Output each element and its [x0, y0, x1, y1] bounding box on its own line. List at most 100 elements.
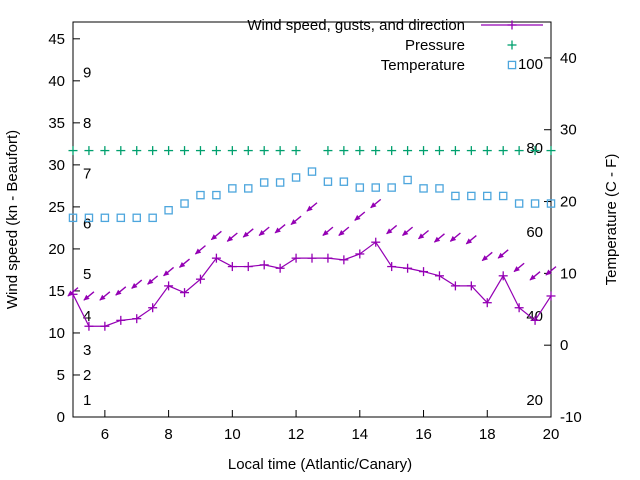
- temperature-point: [196, 190, 205, 200]
- pressure-point: [291, 146, 301, 156]
- temperature-point: [132, 213, 141, 223]
- pressure-point: [164, 146, 174, 156]
- y2-tick-label-2: 10: [560, 265, 577, 282]
- temperature-point: [164, 206, 173, 215]
- gust-direction-arrow: [386, 224, 398, 235]
- pressure-point: [339, 146, 349, 156]
- pressure-point: [180, 146, 190, 156]
- axis-titles: Local time (Atlantic/Canary) Wind speed (…: [4, 130, 620, 473]
- gust-direction-arrow: [194, 245, 206, 255]
- wind-point: [450, 281, 460, 291]
- wind-point: [530, 315, 540, 325]
- y-tick-label-2: 10: [48, 325, 65, 342]
- x-tick-label-6: 18: [479, 426, 496, 443]
- gust-direction-arrow: [354, 211, 366, 221]
- pressure-point: [387, 146, 397, 156]
- beaufort-label-7: 7: [83, 165, 91, 182]
- wind-point: [498, 271, 508, 281]
- gust-direction-arrow: [370, 198, 382, 209]
- temperature-point: [148, 213, 157, 223]
- series-2: [68, 146, 556, 156]
- temperature-point: [100, 213, 110, 223]
- pressure-point: [100, 146, 110, 156]
- inner-scale-labels: 12345678920406080100: [83, 56, 543, 409]
- gust-direction-arrow: [545, 266, 557, 276]
- data-series: [67, 146, 557, 331]
- pressure-point: [84, 146, 94, 156]
- temperature-point: [212, 190, 221, 200]
- pressure-point: [450, 146, 460, 156]
- y2-tick-label-5: 40: [560, 50, 577, 67]
- gust-direction-arrow: [449, 232, 461, 242]
- temperature-point: [514, 199, 524, 208]
- temperature-point: [116, 213, 126, 223]
- wind-point: [291, 253, 301, 263]
- pressure-point: [116, 146, 126, 156]
- wind-point: [419, 267, 429, 277]
- y2-tick-label-4: 30: [560, 122, 577, 139]
- pressure-point: [148, 146, 158, 156]
- wind-point: [211, 253, 221, 263]
- pressure-point: [227, 146, 237, 156]
- temperature-point: [180, 199, 189, 208]
- series-0: [68, 237, 556, 331]
- gust-direction-arrow: [163, 266, 175, 277]
- pressure-point: [546, 146, 556, 156]
- y-tick-label-9: 45: [48, 31, 65, 48]
- temperature-point: [451, 191, 460, 201]
- wind-point: [514, 303, 524, 313]
- temperature-point: [467, 191, 476, 201]
- temperature-point: [339, 177, 349, 186]
- temperature-point: [355, 183, 365, 192]
- wind-point: [323, 253, 333, 263]
- temperature-point: [275, 178, 285, 187]
- temperature-point: [307, 167, 317, 176]
- temperature-point: [419, 184, 428, 193]
- wind-point: [259, 260, 269, 270]
- wind-point: [546, 291, 556, 301]
- beaufort-label-4: 4: [83, 308, 91, 325]
- pressure-point: [371, 146, 381, 156]
- gust-direction-arrow: [258, 226, 270, 236]
- wind-point: [275, 263, 285, 273]
- legend-sample-marker: [507, 60, 517, 70]
- wind-point: [371, 237, 381, 247]
- temperature-point: [387, 183, 396, 192]
- beaufort-label-6: 6: [83, 216, 91, 233]
- y2-tick-label-3: 20: [560, 194, 577, 211]
- pressure-point: [275, 146, 285, 156]
- y-tick-label-0: 0: [57, 409, 65, 426]
- gust-direction-arrow: [513, 262, 525, 273]
- x-tick-label-4: 14: [351, 426, 368, 443]
- gust-direction-arrow: [433, 233, 445, 243]
- gust-direction-arrow: [402, 226, 414, 236]
- y-tick-label-5: 25: [48, 199, 65, 216]
- wind-point: [403, 263, 413, 273]
- wind-point: [84, 321, 94, 331]
- wind-point: [243, 262, 253, 272]
- gust-direction-arrow: [306, 202, 318, 212]
- gust-direction-arrow: [242, 228, 254, 238]
- y-tick-label-8: 40: [48, 73, 65, 90]
- temperature-point: [244, 184, 253, 193]
- gust-direction-arrow: [147, 275, 159, 285]
- x-tick-label-5: 16: [415, 426, 432, 443]
- temperature-point: [68, 213, 78, 223]
- pressure-point: [434, 146, 444, 156]
- gust-direction-arrow: [226, 232, 238, 242]
- wind-point: [100, 321, 110, 331]
- gust-direction-arrow: [131, 279, 143, 289]
- x-tick-label-0: 6: [101, 426, 109, 443]
- pressure-point: [403, 146, 413, 156]
- legend-label-1: Pressure: [405, 37, 465, 54]
- fahrenheit-label-60: 60: [526, 224, 543, 241]
- legend-label-0: Wind speed, gusts, and direction: [247, 17, 465, 34]
- beaufort-label-9: 9: [83, 64, 91, 81]
- gust-direction-arrow: [99, 291, 111, 301]
- pressure-point: [466, 146, 476, 156]
- legend-sample-marker: [507, 40, 517, 50]
- wind-point: [307, 253, 317, 263]
- x-axis-title: Local time (Atlantic/Canary): [228, 456, 412, 473]
- temperature-point: [403, 175, 412, 185]
